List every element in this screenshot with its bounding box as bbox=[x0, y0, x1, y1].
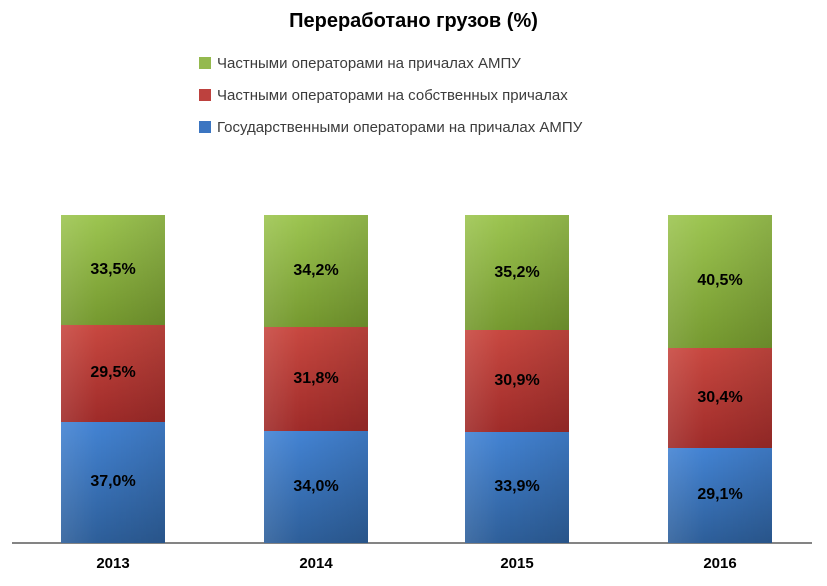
bar-segment: 30,9% bbox=[465, 330, 569, 432]
segment-value-label: 29,1% bbox=[697, 486, 743, 504]
bar-segment: 33,9% bbox=[465, 431, 569, 543]
legend-item: Государственными операторами на причалах… bbox=[199, 116, 582, 138]
bar-segment: 29,1% bbox=[668, 447, 772, 543]
segment-value-label: 40,5% bbox=[697, 272, 743, 290]
legend-label: Государственными операторами на причалах… bbox=[217, 118, 583, 136]
bar-segment: 30,4% bbox=[668, 347, 772, 448]
legend-item: Частными операторами на собственных прич… bbox=[199, 84, 582, 106]
bar-segment: 34,0% bbox=[264, 431, 368, 543]
chart-title: Переработано грузов (%) bbox=[289, 10, 538, 32]
x-axis-label-2013: 2013 bbox=[96, 555, 130, 572]
segment-value-label: 34,0% bbox=[293, 478, 339, 496]
bar-segment: 29,5% bbox=[61, 324, 165, 422]
legend: Частными операторами на причалах АМПУ Час… bbox=[199, 52, 582, 148]
legend-label: Частными операторами на собственных прич… bbox=[217, 86, 568, 104]
bar-segment: 40,5% bbox=[668, 215, 772, 348]
bar-segment: 37,0% bbox=[61, 421, 165, 543]
segment-value-label: 30,9% bbox=[494, 372, 540, 390]
bar-segment: 31,8% bbox=[264, 327, 368, 432]
legend-swatch-icon bbox=[199, 121, 211, 133]
segment-value-label: 34,2% bbox=[293, 262, 339, 280]
bar-2015: 35,2% 30,9% 33,9% bbox=[465, 215, 569, 543]
segment-value-label: 33,9% bbox=[494, 478, 540, 496]
segment-value-label: 35,2% bbox=[494, 263, 540, 281]
segment-value-label: 33,5% bbox=[90, 260, 136, 278]
bar-2014: 34,2% 31,8% 34,0% bbox=[264, 215, 368, 543]
legend-swatch-icon bbox=[199, 57, 211, 69]
bar-2013: 33,5% 29,5% 37,0% bbox=[61, 215, 165, 543]
x-axis-label-2014: 2014 bbox=[299, 555, 333, 572]
bar-segment: 34,2% bbox=[264, 215, 368, 328]
x-axis-label-2015: 2015 bbox=[500, 555, 534, 572]
segment-value-label: 37,0% bbox=[90, 473, 136, 491]
bar-segment: 33,5% bbox=[61, 215, 165, 325]
bar-2016: 40,5% 30,4% 29,1% bbox=[668, 215, 772, 543]
segment-value-label: 30,4% bbox=[697, 388, 743, 406]
segment-value-label: 31,8% bbox=[293, 370, 339, 388]
x-axis-line bbox=[12, 542, 812, 544]
segment-value-label: 29,5% bbox=[90, 364, 136, 382]
legend-label: Частными операторами на причалах АМПУ bbox=[217, 54, 521, 72]
x-axis-label-2016: 2016 bbox=[703, 555, 737, 572]
bar-segment: 35,2% bbox=[465, 215, 569, 331]
legend-item: Частными операторами на причалах АМПУ bbox=[199, 52, 582, 74]
legend-swatch-icon bbox=[199, 89, 211, 101]
